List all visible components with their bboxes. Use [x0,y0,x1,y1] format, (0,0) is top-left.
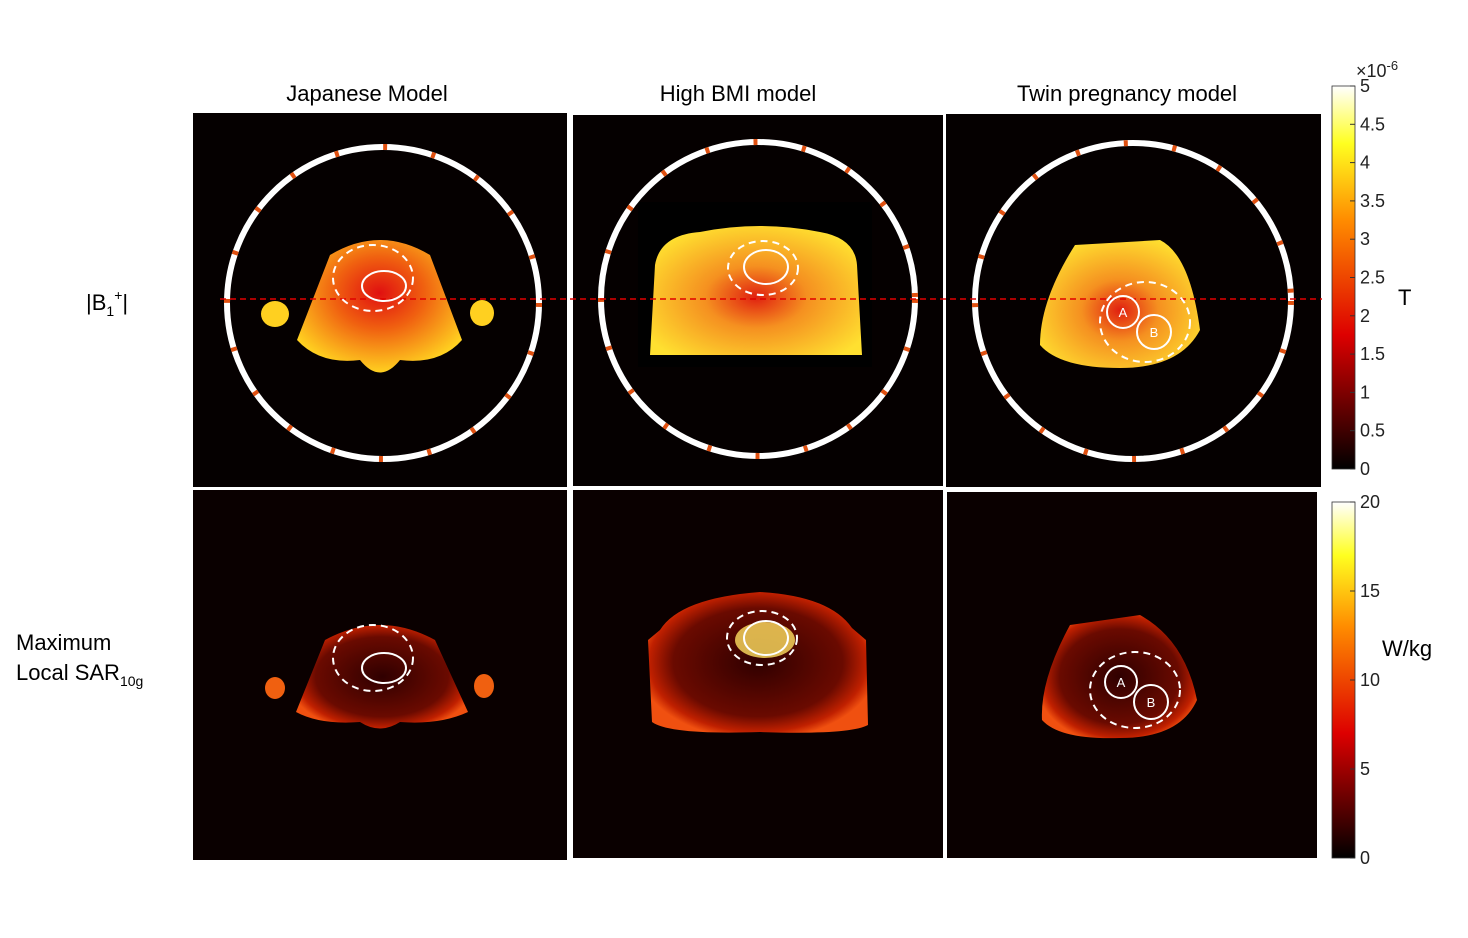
tick-label: 3.5 [1360,191,1385,211]
colorbar-unit: T [1398,285,1411,310]
roi-b [1136,314,1172,350]
colorbar-unit: W/kg [1382,636,1432,661]
tick-label: 5 [1360,759,1370,779]
tissue [1041,615,1197,739]
row-label: Local SAR10g [16,660,143,689]
roi-inner [361,270,407,302]
colorbar-ticks: 0 0.5 1 1.5 2 2.5 3 3.5 4 4.5 5 0 5 10 15 20 [1350,76,1385,868]
column-title: Twin pregnancy model [1017,81,1237,106]
roi-a [1106,295,1140,329]
column-title: High BMI model [660,81,817,106]
tick-label: 4 [1360,153,1370,173]
tick-label: 10 [1360,670,1380,690]
tick-label: 1 [1360,382,1370,402]
tissue [297,240,462,373]
tick-label: 0.5 [1360,421,1385,441]
rois [332,240,1191,729]
roi-outer [332,244,414,312]
roi-outer [332,624,414,692]
sar-maps [265,592,1197,739]
roi-outer [727,240,799,296]
roi-inner [743,249,789,285]
tick-label: 15 [1360,581,1380,601]
row-label-part: | [122,290,128,315]
tick-label: 0 [1360,459,1370,479]
tissue [648,592,868,733]
tick-label: 3 [1360,229,1370,249]
roi-outer [1099,281,1191,363]
tissue [1040,240,1200,368]
column-title: Japanese Model [286,81,447,106]
roi-inner [361,652,407,684]
colorbar-exponent: ×10-6 [1356,58,1398,81]
coil-elements [972,140,1294,462]
roi-a [1104,665,1138,699]
roi-b [1133,684,1169,720]
row-label-sub: 1 [106,303,114,319]
exponent: -6 [1387,58,1399,73]
coil-elements [224,144,542,462]
row-label-part: |B [86,290,106,315]
roi-outer [726,610,798,666]
tissue [265,677,285,699]
tick-label: 4.5 [1360,114,1385,134]
multiplier: ×10 [1356,61,1387,81]
roi-inner [743,620,789,656]
tissue [474,674,494,698]
row-label-part: Local SAR [16,660,120,685]
row-label: |B1+| [86,287,128,319]
roi-label: A [1119,305,1128,320]
roi-label: A [1117,675,1126,690]
roi-outer [1089,651,1181,729]
tissue [470,300,494,326]
tick-label: 1.5 [1360,344,1385,364]
tick-label: 20 [1360,492,1380,512]
tick-label: 0 [1360,848,1370,868]
tissue [650,226,862,355]
tick-label: 2.5 [1360,268,1385,288]
row-label-sub: 10g [120,673,143,689]
tick-label: 2 [1360,306,1370,326]
tissue [261,301,289,327]
tick-label: 5 [1360,76,1370,96]
tissue [296,625,468,729]
roi-label: B [1147,695,1156,710]
row-label-sup: + [114,287,122,303]
roi-label: B [1150,325,1159,340]
row-label: Maximum [16,630,111,655]
b1-maps [261,202,1200,373]
